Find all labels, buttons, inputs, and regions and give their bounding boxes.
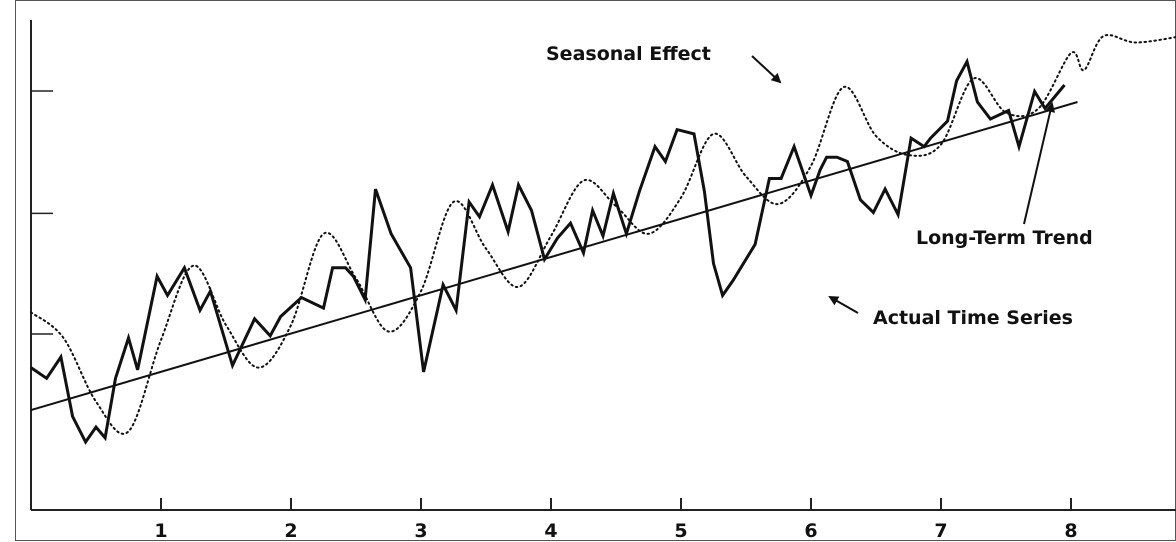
seasonal-effect-annotation: Seasonal Effect (546, 43, 782, 84)
x-tick-label: 1 (154, 520, 167, 542)
seasonal-effect-line (30, 34, 1176, 435)
seasonal-effect-arrow (751, 55, 782, 84)
actual-time-series-annotation: Actual Time Series (828, 296, 1073, 329)
long-term-trend-line (30, 101, 1078, 412)
actual-time-series-label: Actual Time Series (873, 307, 1073, 329)
seasonal-effect-label: Seasonal Effect (546, 43, 711, 65)
long-term-trend-arrow (1023, 102, 1056, 225)
x-tick-label: 6 (804, 520, 817, 542)
long-term-trend-label: Long-Term Trend (916, 227, 1093, 249)
x-axis-ticks: 1 2 3 4 5 6 7 8 (154, 498, 1078, 542)
actual-time-series-arrow (828, 296, 859, 314)
x-tick-label: 7 (934, 520, 947, 542)
y-axis-ticks (31, 90, 53, 335)
x-tick-label: 3 (414, 520, 427, 542)
chart-frame (15, 0, 1176, 541)
long-term-trend-annotation: Long-Term Trend (916, 102, 1093, 249)
x-tick-label: 5 (674, 520, 687, 542)
actual-time-series-line (30, 57, 1066, 445)
x-tick-label: 2 (284, 520, 297, 542)
x-tick-label: 4 (544, 520, 557, 542)
x-tick-label: 8 (1064, 520, 1077, 542)
series-layer (30, 34, 1176, 445)
